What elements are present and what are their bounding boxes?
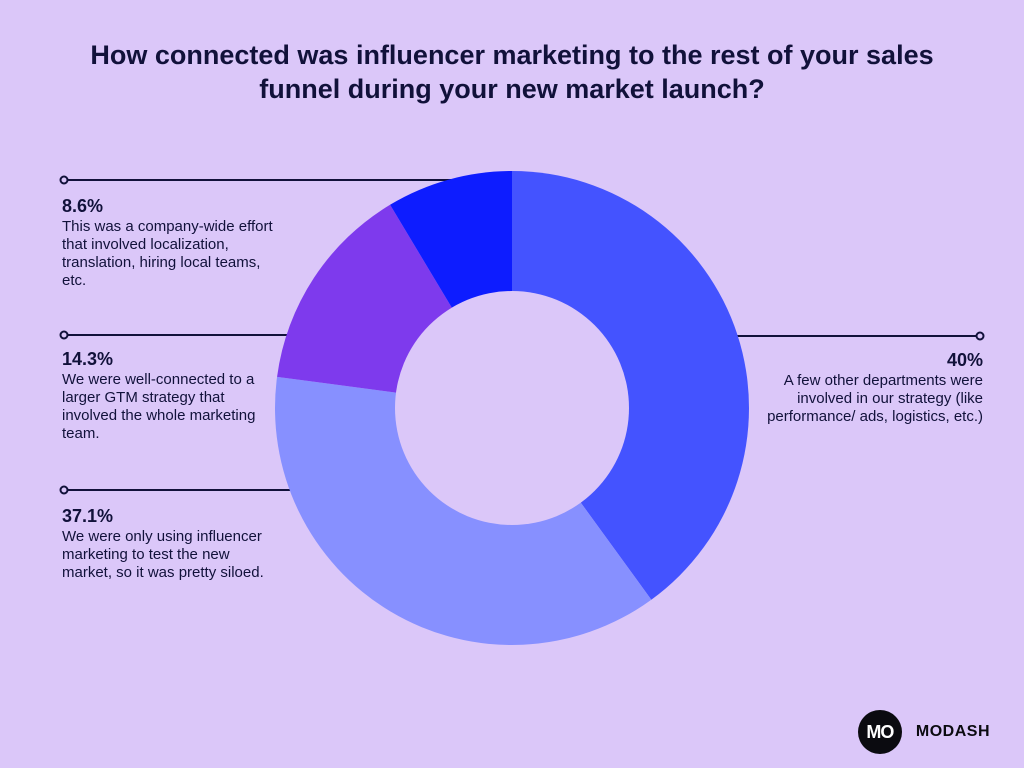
leader-dot — [59, 485, 69, 495]
leader-dot — [975, 331, 985, 341]
chart-title: How connected was influencer marketing t… — [90, 40, 934, 104]
slice-description: We were only using influencer marketing … — [62, 528, 264, 581]
modash-logo-icon: MO — [857, 710, 902, 754]
slice-description: This was a company-wide effort that invo… — [62, 218, 273, 289]
slice-label-8-6: 8.6% This was a company-wide effort that… — [62, 195, 282, 290]
slice-label-14-3: 14.3% We were well-connected to a larger… — [62, 348, 262, 443]
slice-percent: 8.6% — [62, 196, 104, 216]
slice-percent: 14.3% — [62, 349, 114, 369]
leader-lines — [59, 175, 985, 495]
slice-percent: 37.1% — [62, 506, 114, 526]
donut-slice-40 — [512, 171, 749, 600]
slice-percent: 40% — [946, 350, 983, 370]
leader-dot — [59, 330, 69, 340]
slice-label-40: 40% A few other departments were involve… — [758, 349, 983, 426]
donut-hole — [395, 291, 629, 525]
slice-label-37-1: 37.1% We were only using influencer mark… — [62, 505, 277, 582]
brand-name: MODASH — [915, 723, 990, 740]
brand: MO MODASH — [857, 710, 990, 754]
slice-description: We were well-connected to a larger GTM s… — [62, 371, 256, 442]
leader-dot — [59, 175, 69, 185]
slice-description: A few other departments were involved in… — [767, 372, 983, 425]
